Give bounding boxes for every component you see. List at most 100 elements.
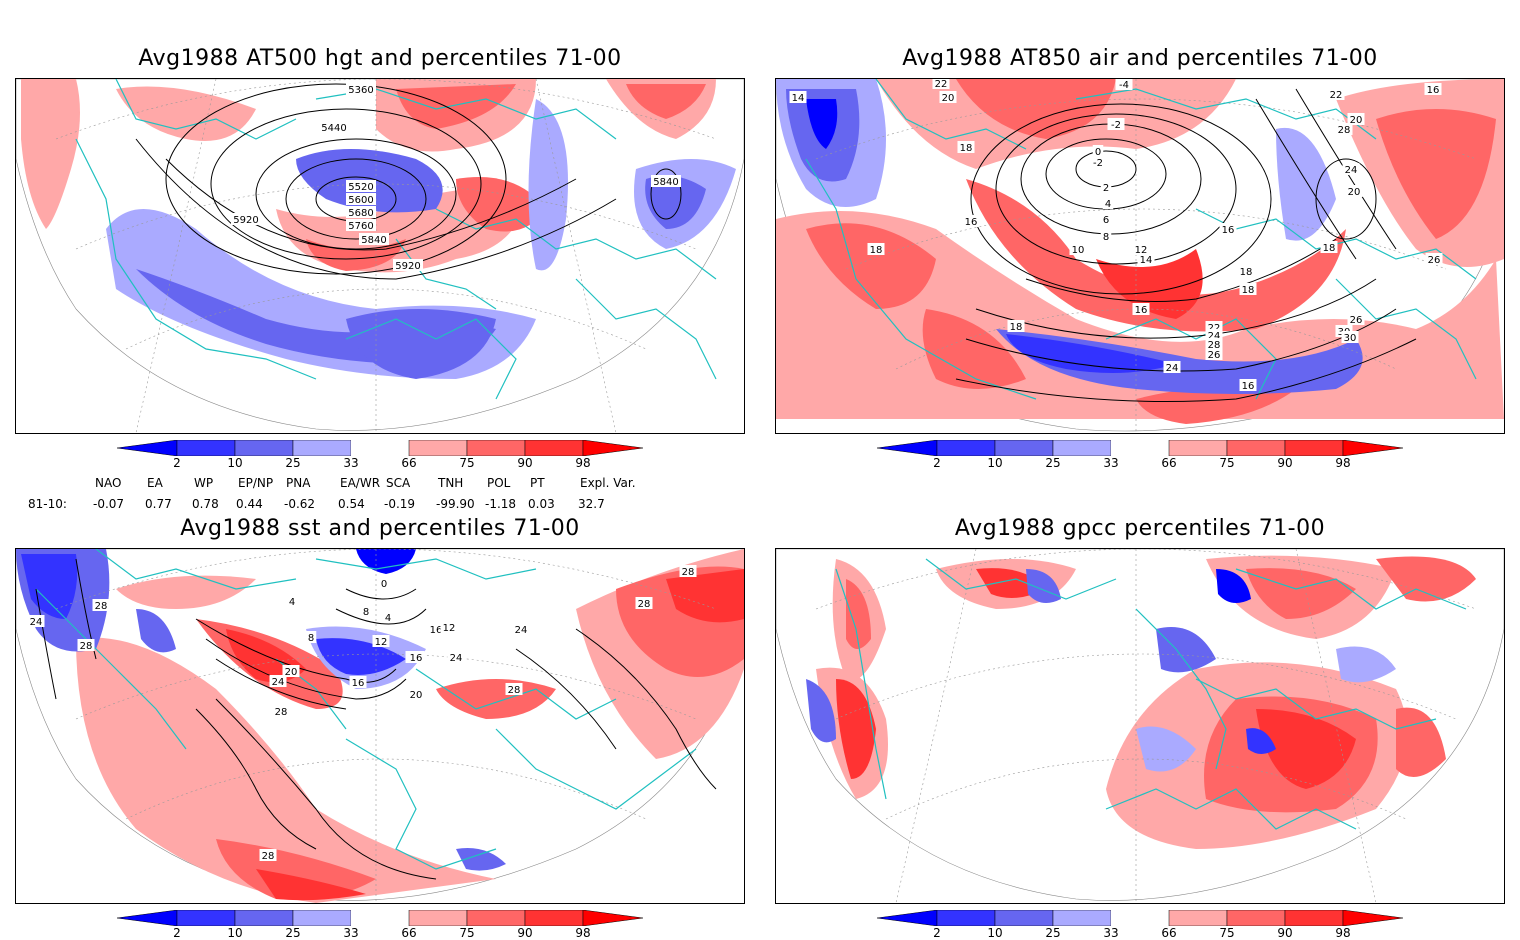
colorbar-tick-label: 75 — [1219, 926, 1235, 940]
svg-text:12: 12 — [1135, 245, 1148, 256]
graticule — [55, 79, 717, 433]
colorbar-segment-b90_98 — [524, 910, 584, 926]
coastlines — [835, 558, 1467, 830]
contour-label: 20 — [282, 665, 300, 678]
index-header: WP — [194, 476, 214, 490]
svg-text:20: 20 — [410, 690, 423, 701]
svg-text:24: 24 — [1345, 165, 1358, 176]
contour-label: 28 — [1335, 123, 1353, 136]
svg-text:4: 4 — [1105, 199, 1111, 210]
colorbar-tick-label: 2 — [173, 456, 181, 470]
contour-label: 16 — [349, 676, 367, 689]
colorbar-tick-label: 33 — [1103, 456, 1119, 470]
svg-text:24: 24 — [450, 653, 463, 664]
contour-label: 5680 — [346, 206, 376, 219]
colorbar-tick-label: 90 — [1277, 926, 1293, 940]
contour-label: 4 — [1102, 197, 1114, 210]
index-value: -99.90 — [436, 497, 475, 511]
contour-label: 24 — [27, 615, 45, 628]
contour-label: 0 — [378, 577, 390, 590]
contour-label: 26 — [1425, 253, 1443, 266]
contour-label: 2 — [1100, 181, 1112, 194]
svg-text:24: 24 — [272, 677, 285, 688]
contour-label: 18 — [1237, 265, 1255, 278]
contour-label: 16 — [1239, 379, 1257, 392]
index-value: -0.62 — [284, 497, 316, 511]
index-header: TNH — [438, 476, 464, 490]
colorbar-bottom-right — [877, 910, 1403, 926]
map-air: 22 20 14 18 16 18 -4 -2 0 -2 2 4 6 8 10 12 14 16 22 24 28 26 2… — [775, 78, 1505, 434]
svg-text:22: 22 — [1330, 90, 1343, 101]
svg-text:12: 12 — [443, 623, 456, 634]
colorbar-bottom-left — [117, 910, 643, 926]
contour-label: 16 — [1132, 303, 1150, 316]
contour-label: 20 — [1347, 113, 1365, 126]
contour-label: 0 — [1092, 145, 1104, 158]
index-value: -0.19 — [384, 497, 416, 511]
colorbar-tick-label: 33 — [1103, 926, 1119, 940]
colorbar-segment-b75_90 — [466, 440, 526, 456]
contour-label: -2 — [1107, 118, 1125, 131]
contour-label: 28 — [1205, 338, 1223, 351]
contour-label: 24 — [447, 651, 465, 664]
contour-label: 5840 — [359, 233, 389, 246]
colorbar-segment-lt2 — [877, 910, 938, 926]
svg-text:5840: 5840 — [653, 177, 678, 188]
colorbar-top-left — [117, 440, 643, 456]
contour-label: 18 — [867, 243, 885, 256]
svg-text:24: 24 — [30, 617, 43, 628]
svg-text:24: 24 — [1166, 363, 1179, 374]
colorbar-segment-b66_75 — [1168, 910, 1228, 926]
colorbar-tick-label: 90 — [517, 456, 533, 470]
coastlines — [35, 549, 697, 870]
contour-label: 28 — [272, 705, 290, 718]
colorbar-segment-b25_33 — [292, 910, 352, 926]
index-value: 0.54 — [338, 497, 365, 511]
svg-text:16: 16 — [1222, 225, 1235, 236]
svg-text:0: 0 — [1095, 147, 1101, 158]
contour-label: 24 — [512, 623, 530, 636]
svg-text:24: 24 — [1208, 331, 1221, 342]
contour-label: 26 — [1347, 313, 1365, 326]
coastlines — [805, 79, 1477, 400]
svg-text:5760: 5760 — [348, 221, 373, 232]
colorbar-tick-label: 90 — [1277, 456, 1293, 470]
index-header: SCA — [386, 476, 411, 490]
svg-text:18: 18 — [1242, 285, 1255, 296]
svg-text:28: 28 — [682, 567, 695, 578]
contour-label: 5760 — [346, 219, 376, 232]
contour-label: 12 — [372, 635, 390, 648]
svg-text:12: 12 — [375, 637, 388, 648]
svg-text:14: 14 — [792, 93, 805, 104]
contour-label: 12 — [1132, 243, 1150, 256]
svg-text:16: 16 — [1427, 85, 1440, 96]
contour-label: 4 — [286, 595, 298, 608]
colorbar-segment-b25_33 — [1052, 440, 1112, 456]
svg-text:2: 2 — [1103, 183, 1109, 194]
svg-text:-2: -2 — [1111, 120, 1121, 131]
contour-label: 30 — [1341, 331, 1359, 344]
contour-label: 8 — [305, 631, 317, 644]
contour-label: 16 — [1424, 83, 1442, 96]
index-value: 0.78 — [192, 497, 219, 511]
colorbar-segment-b75_90 — [466, 910, 526, 926]
contour-label: 5600 — [346, 193, 376, 206]
contour-label: 8 — [1100, 230, 1112, 243]
index-header: Expl. Var. — [580, 476, 636, 490]
contour-label: 16 — [1219, 223, 1237, 236]
index-header: EA/WR — [340, 476, 381, 490]
colorbar-segment-b25_33 — [1052, 910, 1112, 926]
contour-label: 20 — [939, 91, 957, 104]
svg-text:16: 16 — [965, 217, 978, 228]
colorbar-tick-label: 66 — [401, 926, 417, 940]
red-shading — [76, 549, 744, 903]
svg-text:-4: -4 — [1119, 80, 1129, 91]
contour-label: -2 — [1089, 156, 1107, 169]
index-value: 32.7 — [578, 497, 605, 511]
colorbar-segment-b90_98 — [1284, 910, 1344, 926]
colorbar-tick-label: 25 — [1045, 456, 1061, 470]
colorbar-segment-b10_25 — [994, 910, 1054, 926]
contour-label: 26 — [1205, 348, 1223, 361]
contour-label: 20 — [407, 688, 425, 701]
svg-text:16: 16 — [352, 678, 365, 689]
